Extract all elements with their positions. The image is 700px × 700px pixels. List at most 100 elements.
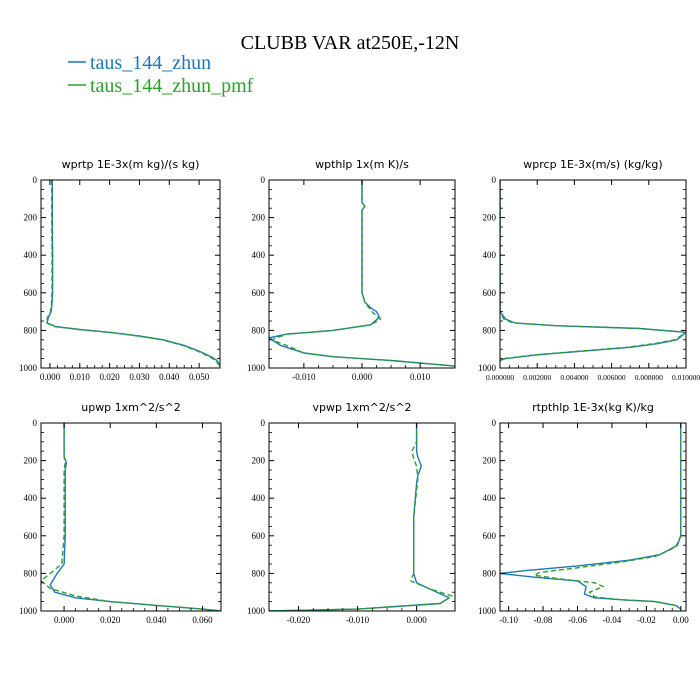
x-tick-label: -0.10 — [499, 615, 518, 625]
series-line-2 — [533, 423, 682, 610]
x-tick-label: 0.040 — [146, 615, 167, 625]
x-tick-label: 0.050 — [189, 372, 210, 382]
y-tick-label: 800 — [24, 568, 38, 578]
figure-legend: taus_144_zhun taus_144_zhun_pmf — [68, 52, 254, 97]
figure-title: CLUBB VAR at250E,-12N — [241, 32, 460, 54]
x-tick-label: 0.002000 — [523, 373, 551, 382]
x-tick-label: -0.010 — [346, 615, 370, 625]
panels-container: wprtp 1E-3x(m kg)/(s kg) 0 200 400 600 800 100… — [19, 158, 700, 625]
x-tick-label: 0.000 — [54, 615, 75, 625]
series-group — [269, 180, 455, 367]
x-tick-label: 0.000000 — [486, 373, 514, 382]
y-tick-label: 400 — [483, 250, 497, 260]
y-tick-label: 400 — [24, 493, 38, 503]
panel-title: wprcp 1E-3x(m/s) (kg/kg) — [523, 158, 662, 171]
x-tick-label: 0.060 — [192, 615, 213, 625]
panel-6: rtpthlp 1E-3x(kg K)/kg02004006008001000-… — [478, 401, 689, 625]
x-tick-label: 0.004000 — [560, 373, 588, 382]
y-tick-label: 0 — [492, 175, 497, 185]
series-line-2 — [41, 423, 221, 611]
y-tick-label: 800 — [483, 568, 497, 578]
y-tick-label: 1000 — [19, 363, 38, 373]
series-line-1 — [500, 423, 682, 610]
y-tick-label: 200 — [483, 456, 497, 466]
x-tick-label: 0.010000 — [672, 373, 700, 382]
y-tick-label: 800 — [252, 325, 266, 335]
series-line-2 — [269, 423, 453, 611]
panel-title: upwp 1xm^2/s^2 — [81, 401, 181, 414]
y-tick-label: 1000 — [19, 606, 38, 616]
x-tick-label: 0.006000 — [598, 373, 626, 382]
series-line-1 — [49, 423, 221, 611]
legend-label-2: taus_144_zhun_pmf — [90, 75, 254, 97]
x-tick-label: -0.04 — [603, 615, 622, 625]
y-tick-label: 0 — [33, 175, 38, 185]
series-line-2 — [500, 180, 686, 362]
y-tick-label: 400 — [252, 250, 266, 260]
panel-5: vpwp 1xm^2/s^2 0 200 400 600 800 1000 -0.020 -0.… — [247, 401, 456, 625]
x-tick-label: 0.020 — [99, 372, 120, 382]
y-tick-label: 800 — [483, 325, 497, 335]
y-tick-label: 0 — [492, 418, 497, 428]
x-tick-label: -0.02 — [637, 615, 656, 625]
x-tick-label: -0.010 — [292, 372, 316, 382]
y-tick-label: 1000 — [478, 606, 497, 616]
plot-frame — [40, 179, 221, 369]
legend-label-1: taus_144_zhun — [90, 52, 211, 74]
y-tick-label: 600 — [483, 288, 497, 298]
y-tick-label: 600 — [483, 531, 497, 541]
panel-title: wpthlp 1x(m K)/s — [315, 158, 409, 171]
panel-2: wpthlp 1x(m K)/s 0 200 400 600 800 1000 -0.010 0… — [247, 158, 456, 382]
x-tick-label: 0.000 — [40, 372, 61, 382]
plot-frame — [40, 422, 222, 612]
y-tick-label: 0 — [33, 418, 38, 428]
panel-title: wprtp 1E-3x(m kg)/(s kg) — [62, 158, 200, 171]
y-tick-label: 600 — [24, 531, 38, 541]
y-tick-label: 200 — [483, 213, 497, 223]
x-tick-label: 0.040 — [159, 372, 180, 382]
y-tick-label: 1000 — [247, 363, 266, 373]
series-group — [41, 423, 221, 611]
series-group — [45, 180, 220, 367]
series-line-2 — [271, 180, 455, 367]
y-tick-label: 600 — [252, 531, 266, 541]
panel-1: wprtp 1E-3x(m kg)/(s kg) 0 200 400 600 800 100… — [19, 158, 221, 382]
series-line-1 — [269, 180, 455, 367]
x-tick-label: -0.06 — [568, 615, 587, 625]
x-tick-label: 0.020 — [100, 615, 121, 625]
x-tick-label: 0.030 — [129, 372, 150, 382]
y-tick-label: 600 — [252, 288, 266, 298]
y-tick-label: 0 — [261, 175, 266, 185]
y-tick-label: 400 — [24, 250, 38, 260]
y-tick-label: 600 — [24, 288, 38, 298]
y-tick-label: 200 — [252, 213, 266, 223]
y-tick-label: 800 — [252, 568, 266, 578]
panel-title: vpwp 1xm^2/s^2 — [312, 401, 411, 414]
y-tick-label: 400 — [252, 493, 266, 503]
y-tick-label: 0 — [261, 418, 266, 428]
y-tick-label: 1000 — [247, 606, 266, 616]
series-group — [500, 180, 686, 362]
plot-frame — [499, 179, 687, 369]
plot-frame — [268, 422, 456, 612]
x-tick-label: -0.020 — [287, 615, 311, 625]
y-tick-label: 400 — [483, 493, 497, 503]
y-tick-label: 200 — [24, 456, 38, 466]
y-tick-label: 200 — [24, 213, 38, 223]
x-tick-label: 0.00 — [673, 615, 689, 625]
x-tick-label: -0.08 — [534, 615, 553, 625]
y-tick-label: 1000 — [478, 363, 497, 373]
x-tick-label: 0.000 — [352, 372, 373, 382]
series-group — [500, 423, 682, 610]
x-tick-label: 0.010 — [410, 372, 431, 382]
series-group — [269, 423, 453, 611]
series-line-1 — [269, 423, 450, 611]
x-tick-label: 0.000 — [406, 615, 427, 625]
series-line-1 — [46, 180, 220, 367]
x-tick-label: 0.008000 — [635, 373, 663, 382]
series-line-1 — [500, 180, 686, 362]
panel-4: upwp 1xm^2/s^2 0 200 400 600 800 1000 0.000 0.02… — [19, 401, 222, 625]
series-line-2 — [45, 180, 220, 367]
y-tick-label: 800 — [24, 325, 38, 335]
